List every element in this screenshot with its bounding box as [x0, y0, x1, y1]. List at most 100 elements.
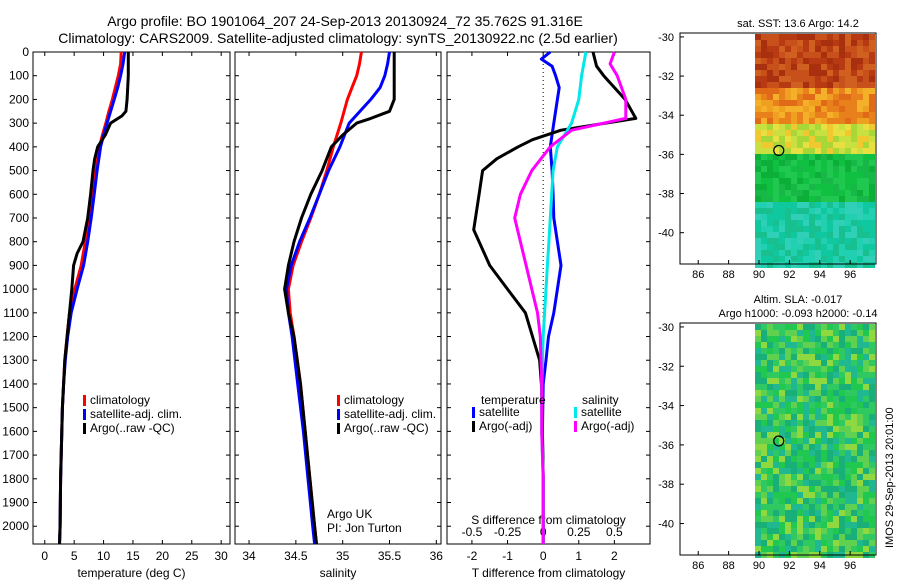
- map-cell: [809, 172, 815, 178]
- map-cell: [791, 378, 797, 384]
- map-cell: [803, 244, 809, 250]
- map-cell: [851, 94, 857, 100]
- map-cell: [809, 136, 815, 142]
- map-cell: [851, 58, 857, 64]
- map-cell: [845, 486, 851, 492]
- map-cell: [839, 492, 845, 498]
- map-cell: [863, 336, 869, 342]
- map-cell: [833, 426, 839, 432]
- map-cell: [809, 546, 815, 552]
- map-cell: [869, 408, 875, 414]
- map-cell: [809, 184, 815, 190]
- map-cell: [797, 486, 803, 492]
- map-cell: [833, 438, 839, 444]
- map-cell: [785, 414, 791, 420]
- map-cell: [791, 438, 797, 444]
- map-cell: [791, 208, 797, 214]
- map-cell: [869, 196, 875, 202]
- map-cell: [827, 426, 833, 432]
- map-cell: [773, 40, 779, 46]
- map-cell: [839, 178, 845, 184]
- map-cell: [767, 450, 773, 456]
- map-cell: [785, 238, 791, 244]
- map-cell: [785, 82, 791, 88]
- legend-swatch: [83, 409, 86, 420]
- map-cell: [845, 166, 851, 172]
- map-cell: [761, 112, 767, 118]
- map-cell: [797, 262, 803, 268]
- map-cell: [863, 118, 869, 124]
- map-cell: [797, 456, 803, 462]
- map-cell: [767, 112, 773, 118]
- map-cell: [827, 154, 833, 160]
- map-cell: [815, 256, 821, 262]
- map-cell: [797, 462, 803, 468]
- map-cell: [761, 540, 767, 546]
- map-cell: [785, 420, 791, 426]
- map-cell: [857, 70, 863, 76]
- map-cell: [821, 360, 827, 366]
- map-cell: [851, 540, 857, 546]
- map-cell: [767, 160, 773, 166]
- map-cell: [833, 46, 839, 52]
- map-cell: [755, 160, 761, 166]
- map-cell: [773, 226, 779, 232]
- map-cell: [779, 516, 785, 522]
- map-cell: [767, 456, 773, 462]
- map-cell: [863, 190, 869, 196]
- map-cell: [809, 46, 815, 52]
- map-cell: [797, 492, 803, 498]
- map-cell: [839, 70, 845, 76]
- map-cell: [809, 330, 815, 336]
- map-cell: [785, 100, 791, 106]
- map-cell: [845, 504, 851, 510]
- legend-label: satellite: [581, 405, 622, 419]
- map-cell: [857, 432, 863, 438]
- map-cell: [869, 360, 875, 366]
- map-cell: [851, 396, 857, 402]
- salinity-frame: [234, 51, 442, 545]
- map-cell: [833, 420, 839, 426]
- map-cell: [863, 360, 869, 366]
- map-cell: [815, 522, 821, 528]
- map-cell: [833, 76, 839, 82]
- map-cell: [773, 456, 779, 462]
- map-cell: [779, 510, 785, 516]
- map-cell: [851, 426, 857, 432]
- map-cell: [773, 348, 779, 354]
- map-cell: [821, 492, 827, 498]
- map-cell: [839, 522, 845, 528]
- map-cell: [779, 76, 785, 82]
- map-cell: [779, 408, 785, 414]
- map-cell: [833, 354, 839, 360]
- map-cell: [863, 444, 869, 450]
- map-cell: [857, 148, 863, 154]
- map-cell: [767, 148, 773, 154]
- map-cell: [797, 46, 803, 52]
- legend-label: Argo(-adj): [479, 419, 532, 433]
- map-cell: [773, 450, 779, 456]
- map-cell: [845, 378, 851, 384]
- map-cell: [797, 504, 803, 510]
- map-cell: [845, 372, 851, 378]
- map-cell: [779, 202, 785, 208]
- map-cell: [857, 196, 863, 202]
- map-cell: [779, 504, 785, 510]
- map-cell: [791, 172, 797, 178]
- map-cell: [761, 348, 767, 354]
- map-cell: [755, 402, 761, 408]
- map-cell: [755, 420, 761, 426]
- map-cell: [803, 178, 809, 184]
- map-cell: [815, 528, 821, 534]
- map-cell: [803, 40, 809, 46]
- map-cell: [839, 148, 845, 154]
- map-cell: [773, 172, 779, 178]
- map-cell: [761, 528, 767, 534]
- map-cell: [851, 450, 857, 456]
- map-cell: [797, 468, 803, 474]
- map-cell: [851, 154, 857, 160]
- map-cell: [833, 390, 839, 396]
- map-cell: [857, 94, 863, 100]
- map-cell: [785, 486, 791, 492]
- map-cell: [809, 118, 815, 124]
